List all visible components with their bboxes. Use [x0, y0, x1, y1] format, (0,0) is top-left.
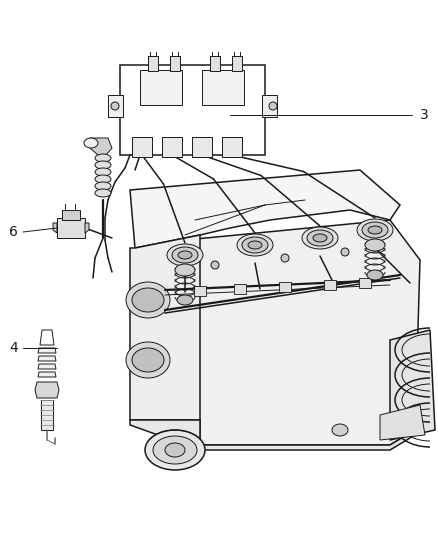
Bar	[202, 70, 244, 105]
Ellipse shape	[95, 168, 111, 176]
Ellipse shape	[302, 227, 338, 249]
Ellipse shape	[269, 102, 277, 110]
Polygon shape	[53, 223, 57, 233]
Polygon shape	[40, 330, 54, 345]
Ellipse shape	[237, 234, 273, 256]
Ellipse shape	[175, 264, 195, 276]
Polygon shape	[324, 280, 336, 290]
Ellipse shape	[167, 244, 203, 266]
Ellipse shape	[211, 261, 219, 269]
Ellipse shape	[177, 295, 193, 305]
Ellipse shape	[84, 138, 98, 148]
Ellipse shape	[368, 226, 382, 234]
Polygon shape	[35, 382, 59, 398]
Ellipse shape	[365, 239, 385, 251]
Polygon shape	[194, 286, 206, 296]
Bar	[232, 56, 242, 71]
Polygon shape	[380, 405, 425, 440]
Ellipse shape	[111, 102, 119, 110]
Polygon shape	[85, 223, 89, 233]
Ellipse shape	[307, 230, 333, 246]
Bar	[170, 56, 180, 71]
Ellipse shape	[126, 282, 170, 318]
Bar	[41, 400, 53, 430]
Ellipse shape	[242, 237, 268, 253]
Bar	[57, 218, 85, 238]
Ellipse shape	[126, 342, 170, 378]
Bar	[62, 210, 80, 220]
Ellipse shape	[332, 424, 348, 436]
Polygon shape	[234, 284, 246, 294]
Polygon shape	[38, 356, 56, 361]
Polygon shape	[38, 348, 56, 353]
Polygon shape	[130, 170, 400, 248]
Polygon shape	[130, 420, 415, 450]
Bar	[222, 137, 242, 157]
Ellipse shape	[357, 219, 393, 241]
Ellipse shape	[178, 251, 192, 259]
Ellipse shape	[362, 222, 388, 238]
Ellipse shape	[313, 234, 327, 242]
Ellipse shape	[132, 288, 164, 312]
Polygon shape	[130, 235, 200, 420]
Polygon shape	[279, 282, 291, 292]
Polygon shape	[359, 278, 371, 288]
Ellipse shape	[132, 348, 164, 372]
Ellipse shape	[341, 248, 349, 256]
Ellipse shape	[95, 161, 111, 169]
Polygon shape	[38, 372, 56, 377]
Polygon shape	[38, 364, 56, 369]
Ellipse shape	[367, 270, 383, 280]
Ellipse shape	[248, 241, 262, 249]
Bar	[192, 137, 212, 157]
Polygon shape	[390, 330, 435, 440]
Ellipse shape	[95, 154, 111, 162]
Ellipse shape	[172, 247, 198, 263]
Ellipse shape	[95, 182, 111, 190]
Ellipse shape	[281, 254, 289, 262]
Ellipse shape	[95, 175, 111, 183]
Text: 4: 4	[9, 341, 18, 355]
Ellipse shape	[145, 430, 205, 470]
Polygon shape	[90, 138, 112, 155]
Text: 3: 3	[420, 108, 429, 122]
Bar	[140, 70, 182, 105]
Bar	[120, 65, 265, 155]
Polygon shape	[165, 220, 420, 445]
Text: 1: 1	[272, 193, 281, 207]
Bar	[108, 95, 123, 117]
Bar	[162, 137, 182, 157]
Bar	[210, 56, 220, 71]
Text: 6: 6	[9, 225, 18, 239]
Ellipse shape	[165, 443, 185, 457]
Ellipse shape	[153, 436, 197, 464]
Bar	[132, 137, 152, 157]
Ellipse shape	[95, 189, 111, 197]
Bar	[148, 56, 158, 71]
Bar	[262, 95, 277, 117]
